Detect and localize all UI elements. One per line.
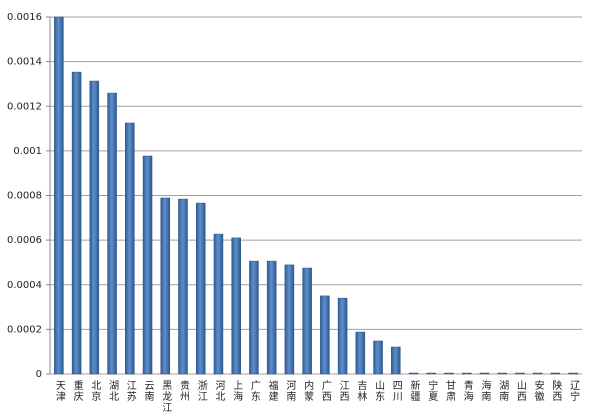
bar [284,264,295,375]
y-tick-label: 0.001 [13,146,42,157]
x-tick-label: 山西 [514,380,526,402]
bar [54,16,64,375]
bar [320,295,330,375]
x-tick-label: 青海 [461,379,473,402]
x-tick-label: 福建 [266,379,278,402]
x-tick-label: 广西 [319,380,331,402]
x-tick-label: 重庆 [71,379,83,402]
bar [426,372,437,375]
x-tick-label: 浙江 [195,380,207,402]
bar [568,372,578,375]
bar [195,202,206,375]
x-tick-label: 湖北 [107,380,119,402]
x-tick-label: 广东 [248,380,260,402]
x-tick-label: 四川 [390,380,402,402]
y-tick-label: 0.0016 [7,12,42,23]
x-tick-label: 山东 [373,380,385,402]
bar [373,340,383,375]
bar [231,237,241,375]
x-tick-label: 宁夏 [426,379,438,402]
bar [391,346,401,375]
y-tick-label: 0.0008 [7,191,42,202]
bar [125,122,135,375]
x-tick-label: 天津 [53,380,65,402]
y-tick-label: 0 [36,369,42,380]
y-tick-label: 0.0012 [7,101,42,112]
x-tick-label: 吉林 [355,380,367,402]
bar [142,155,153,375]
x-tick-label: 河北 [213,380,225,402]
bar [160,197,171,375]
bar [266,260,277,375]
x-tick-label: 辽宁 [568,380,580,402]
x-tick-label: 新疆 [408,379,420,402]
bar [461,372,472,375]
y-tick-label: 0.0006 [7,235,42,246]
x-tick-label: 江苏 [124,380,136,402]
bar [355,331,366,375]
y-tick-label: 0.0004 [7,280,42,291]
x-tick-label: 湖南 [497,380,509,402]
bar [71,71,82,375]
bar [249,260,259,375]
x-tick-label: 河南 [284,380,296,402]
x-tick-label: 黑龙江 [160,380,172,413]
x-tick-label: 甘肃 [444,379,456,402]
y-tick-label: 0.0002 [7,324,42,335]
bar [550,372,561,375]
x-tick-label: 上海 [231,380,243,402]
bar [89,80,100,375]
bar [302,267,312,375]
bar [408,372,419,375]
x-tick-label: 江西 [337,380,349,402]
bar [444,372,454,375]
x-tick-label: 陕西 [550,379,562,402]
bar [479,372,490,375]
bar [107,92,117,375]
bar [532,372,543,375]
bar [497,372,507,375]
x-tick-label: 北京 [89,380,101,402]
bar [213,233,224,375]
bar [515,372,525,375]
x-tick-label: 贵州 [178,379,190,402]
x-tick-label: 海南 [479,379,491,402]
x-tick-label: 安徽 [532,379,544,402]
bar [337,297,348,375]
x-tick-label: 云南 [142,380,154,402]
y-tick-label: 0.0014 [7,57,42,68]
bar [178,198,188,375]
x-tick-label: 内蒙 [302,379,314,402]
